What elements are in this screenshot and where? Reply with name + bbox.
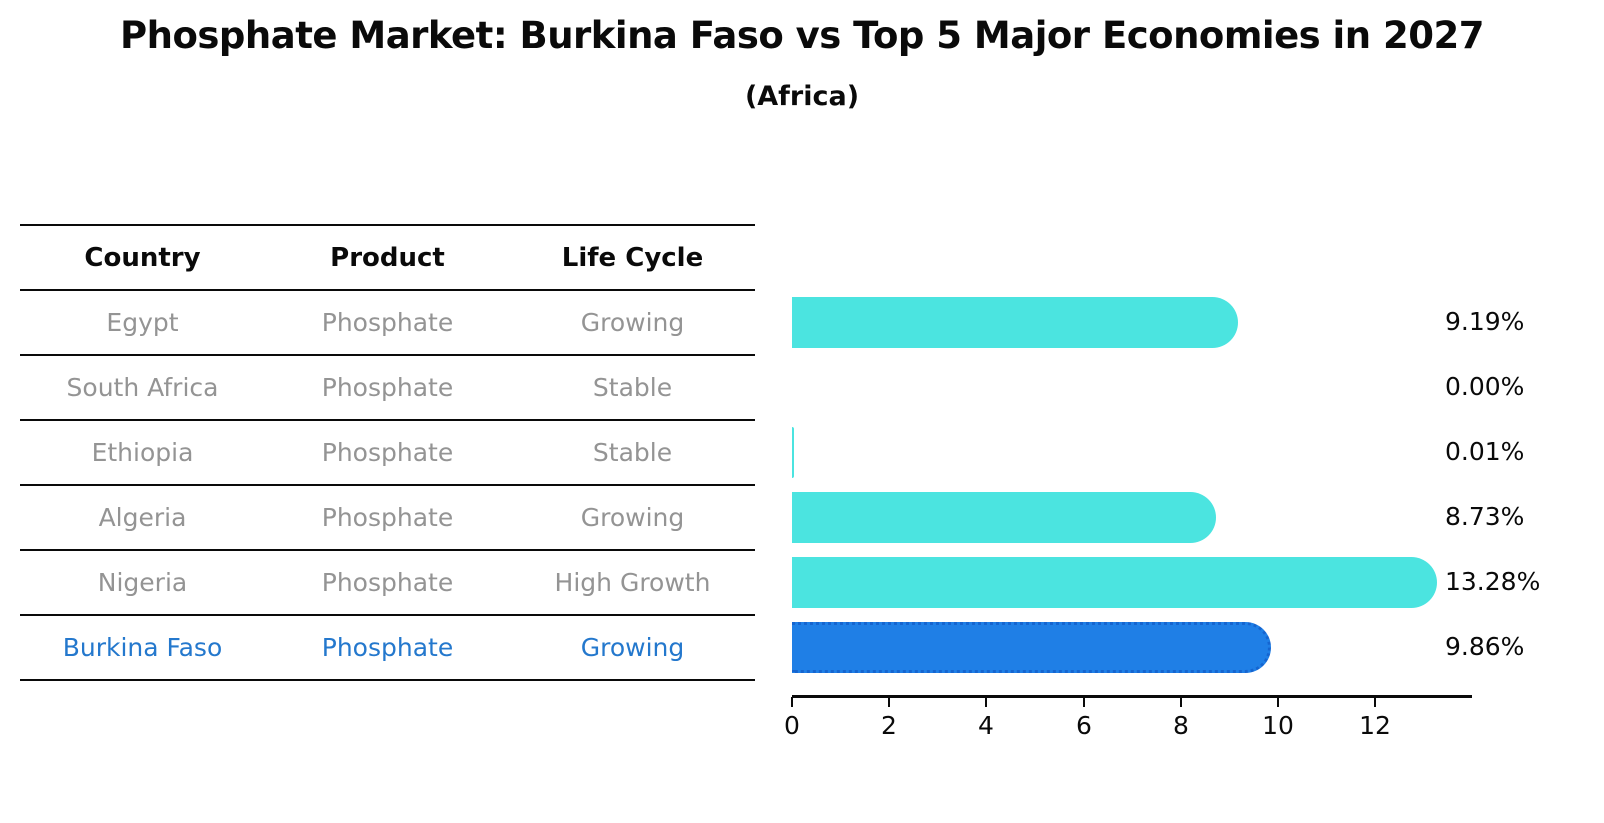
x-axis-line xyxy=(792,695,1472,698)
cell-product: Phosphate xyxy=(321,438,454,467)
tick-mark xyxy=(1179,697,1183,707)
bar-nigeria xyxy=(792,556,1438,608)
value-label-ethiopia: 0.01% xyxy=(1445,437,1525,466)
tick-label: 6 xyxy=(1076,711,1092,740)
cell-country: South Africa xyxy=(66,373,219,402)
column-header-product: Product xyxy=(330,242,445,273)
cell-lifecycle: Growing xyxy=(580,308,685,337)
x-tick-6: 6 xyxy=(1062,697,1106,740)
cell-country: Burkina Faso xyxy=(62,633,223,662)
x-tick-2: 2 xyxy=(867,697,911,740)
tick-mark xyxy=(1276,697,1280,707)
tick-label: 8 xyxy=(1173,711,1189,740)
cell-lifecycle: Stable xyxy=(592,438,673,467)
x-tick-12: 12 xyxy=(1353,697,1397,740)
bar-egypt xyxy=(792,296,1239,348)
x-tick-8: 8 xyxy=(1159,697,1203,740)
value-label-egypt: 9.19% xyxy=(1445,307,1525,336)
column-header-country: Country xyxy=(84,242,201,273)
tick-label: 10 xyxy=(1262,711,1294,740)
table-row-nigeria: Nigeria Phosphate High Growth xyxy=(20,551,755,616)
tick-mark xyxy=(790,697,794,707)
cell-country: Egypt xyxy=(106,308,179,337)
cell-lifecycle: Stable xyxy=(592,373,673,402)
cell-lifecycle: Growing xyxy=(580,633,685,662)
cell-product: Phosphate xyxy=(321,308,454,337)
x-tick-4: 4 xyxy=(964,697,1008,740)
value-label-burkina-faso: 9.86% xyxy=(1445,632,1525,661)
cell-country: Ethiopia xyxy=(91,438,194,467)
cell-product: Phosphate xyxy=(321,503,454,532)
tick-mark xyxy=(1082,697,1086,707)
cell-product: Phosphate xyxy=(321,633,454,662)
value-label-algeria: 8.73% xyxy=(1445,502,1525,531)
table-row-algeria: Algeria Phosphate Growing xyxy=(20,486,755,551)
cell-country: Algeria xyxy=(98,503,187,532)
table-row-egypt: Egypt Phosphate Growing xyxy=(20,291,755,356)
chart-subtitle: (Africa) xyxy=(744,81,860,112)
bar-algeria xyxy=(792,491,1217,543)
tick-label: 4 xyxy=(978,711,994,740)
tick-mark xyxy=(887,697,891,707)
cell-lifecycle: Growing xyxy=(580,503,685,532)
bar-burkina-faso xyxy=(792,621,1271,673)
table-header-row: Country Product Life Cycle xyxy=(20,226,755,291)
tick-mark xyxy=(1373,697,1377,707)
table-row-burkina-faso: Burkina Faso Phosphate Growing xyxy=(20,616,755,681)
tick-label: 12 xyxy=(1359,711,1391,740)
cell-product: Phosphate xyxy=(321,568,454,597)
x-tick-10: 10 xyxy=(1256,697,1300,740)
table-row-ethiopia: Ethiopia Phosphate Stable xyxy=(20,421,755,486)
tick-mark xyxy=(984,697,988,707)
x-tick-0: 0 xyxy=(770,697,814,740)
cell-product: Phosphate xyxy=(321,373,454,402)
chart-title: Phosphate Market: Burkina Faso vs Top 5 … xyxy=(120,14,1484,57)
bar-ethiopia xyxy=(792,426,794,478)
tick-label: 0 xyxy=(784,711,800,740)
tick-label: 2 xyxy=(881,711,897,740)
column-header-lifecycle: Life Cycle xyxy=(561,242,704,273)
cell-lifecycle: High Growth xyxy=(554,568,711,597)
cell-country: Nigeria xyxy=(97,568,188,597)
value-label-south-africa: 0.00% xyxy=(1445,372,1525,401)
country-table: Country Product Life Cycle Egypt Phospha… xyxy=(20,224,755,681)
value-label-nigeria: 13.28% xyxy=(1445,567,1541,596)
table-row-south-africa: South Africa Phosphate Stable xyxy=(20,356,755,421)
